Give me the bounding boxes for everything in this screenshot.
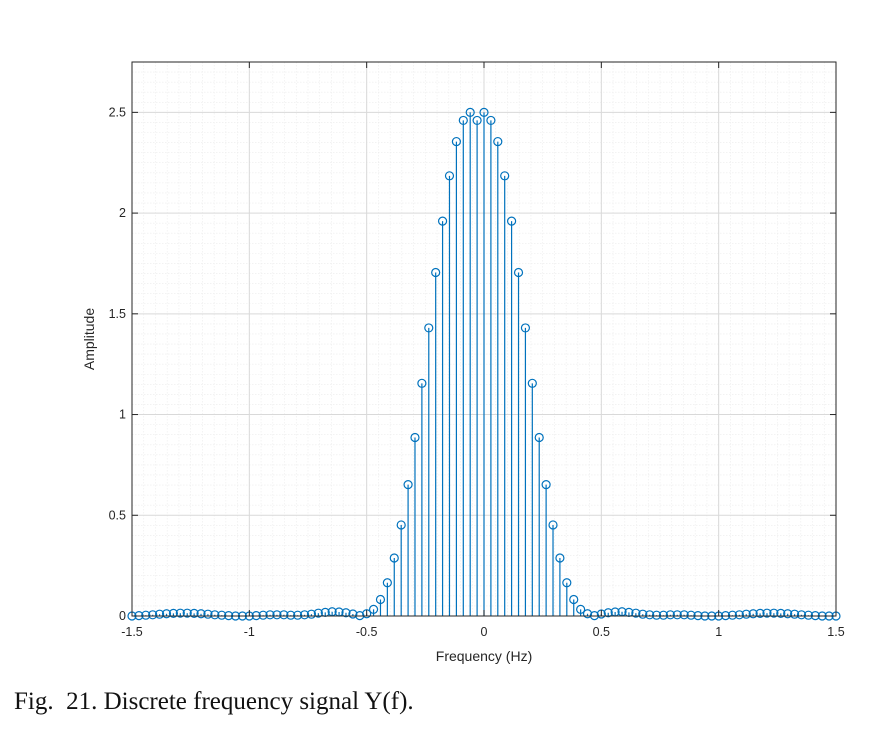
stem-marker [534, 432, 544, 443]
x-tick-label: -1.5 [121, 625, 143, 639]
stem-marker [396, 520, 406, 530]
stem-marker [748, 609, 758, 619]
stem-marker [472, 115, 482, 126]
stem-marker [348, 609, 358, 619]
stem-marker [431, 267, 441, 278]
stem-marker [762, 608, 772, 618]
y-tick-labels: 0 0.5 1 1.5 2 2.5 [109, 105, 126, 623]
stem-marker [175, 608, 185, 618]
stem-marker [727, 610, 738, 620]
stem-marker [638, 609, 648, 619]
stem-marker [486, 115, 496, 126]
stem-marker [141, 610, 151, 620]
stem-marker [403, 480, 413, 490]
stem-marker [500, 171, 510, 181]
stem-marker [803, 610, 814, 620]
stem-marker [458, 115, 468, 126]
y-axis-label: Amplitude [81, 308, 97, 370]
stem-marker [645, 610, 655, 620]
stem-marker [658, 610, 669, 620]
stem-marker [444, 171, 455, 181]
stem-marker [189, 608, 199, 618]
y-tick-label: 1.5 [109, 307, 126, 321]
stem-marker [776, 608, 786, 618]
stem-marker [541, 480, 551, 490]
stem-marker [313, 608, 323, 618]
stem-marker [631, 608, 641, 618]
stem-marker [686, 610, 696, 620]
x-tick-label: 1.5 [827, 625, 844, 639]
stem-marker [679, 610, 689, 620]
stem-marker [582, 609, 593, 619]
stem-marker [520, 323, 531, 333]
stem-marker [672, 610, 682, 620]
stem-marker [389, 553, 399, 563]
stem-marker [265, 610, 275, 620]
stem-marker [479, 107, 489, 117]
stem-marker [569, 594, 579, 605]
stem-marker [168, 608, 179, 618]
stem-marker [279, 610, 289, 620]
stem-marker [527, 378, 537, 388]
stem-marker [734, 610, 744, 620]
y-tick-label: 1 [119, 408, 126, 422]
stem-marker [196, 609, 206, 619]
stem-marker [362, 609, 372, 619]
stem-marker [651, 610, 662, 620]
stem-marker [203, 609, 213, 619]
stem-marker [306, 609, 317, 619]
stem-marker [272, 610, 282, 620]
stem-marker [769, 608, 779, 618]
x-tick-labels: -1.5 -1 -0.5 0 0.5 1 1.5 [121, 625, 845, 639]
x-axis-label: Frequency (Hz) [436, 648, 532, 664]
stem-marker [424, 323, 434, 333]
stem-marker [182, 608, 192, 618]
stem-marker [299, 610, 310, 620]
x-tick-label: 0.5 [593, 625, 610, 639]
stem-marker [506, 216, 517, 226]
stem-marker [783, 609, 793, 619]
stem-marker [410, 432, 420, 443]
stem-marker [375, 594, 386, 605]
stem-marker [341, 608, 351, 618]
stem-marker [293, 610, 303, 620]
stem-marker [161, 609, 172, 619]
y-tick-label: 2.5 [109, 105, 126, 119]
y-tick-label: 2 [119, 206, 126, 220]
x-tick-label: -1 [244, 625, 255, 639]
x-tick-label: -0.5 [356, 625, 378, 639]
stem-marker [755, 608, 765, 618]
stem-marker [576, 604, 586, 614]
stem-marker [741, 609, 751, 619]
stem-marker [148, 610, 158, 620]
y-tick-label: 0.5 [109, 508, 126, 522]
stem-marker [368, 604, 379, 614]
stem-marker [548, 520, 558, 530]
stem-marker [465, 107, 475, 117]
stem-marker [210, 610, 220, 620]
stem-marker [603, 608, 613, 618]
stem-marker [796, 610, 807, 620]
stem-marker [493, 136, 503, 147]
stem-marker [286, 610, 296, 620]
stem-marker [451, 136, 462, 147]
stem-marker [382, 578, 392, 588]
stem-marker [513, 267, 524, 278]
stem-marker [217, 610, 227, 620]
stem-marker [596, 609, 606, 619]
x-tick-label: 0 [481, 625, 488, 639]
figure-caption: Fig. 21. Discrete frequency signal Y(f). [14, 688, 414, 715]
stem-marker [665, 610, 675, 620]
stem-marker [417, 378, 427, 388]
tick-marks [131, 62, 837, 617]
stem-marker [154, 609, 165, 619]
y-tick-label: 0 [119, 609, 126, 623]
stem-marker [789, 609, 800, 619]
stem-marker [555, 553, 565, 563]
stem-marker [258, 610, 268, 620]
stem-chart: -1.5 -1 -0.5 0 0.5 1 1.5 0 0.5 1 1.5 2 2.5 Frequenc… [81, 61, 845, 664]
stem-marker [437, 216, 448, 226]
x-tick-label: 1 [715, 625, 722, 639]
stem-marker [562, 578, 572, 588]
